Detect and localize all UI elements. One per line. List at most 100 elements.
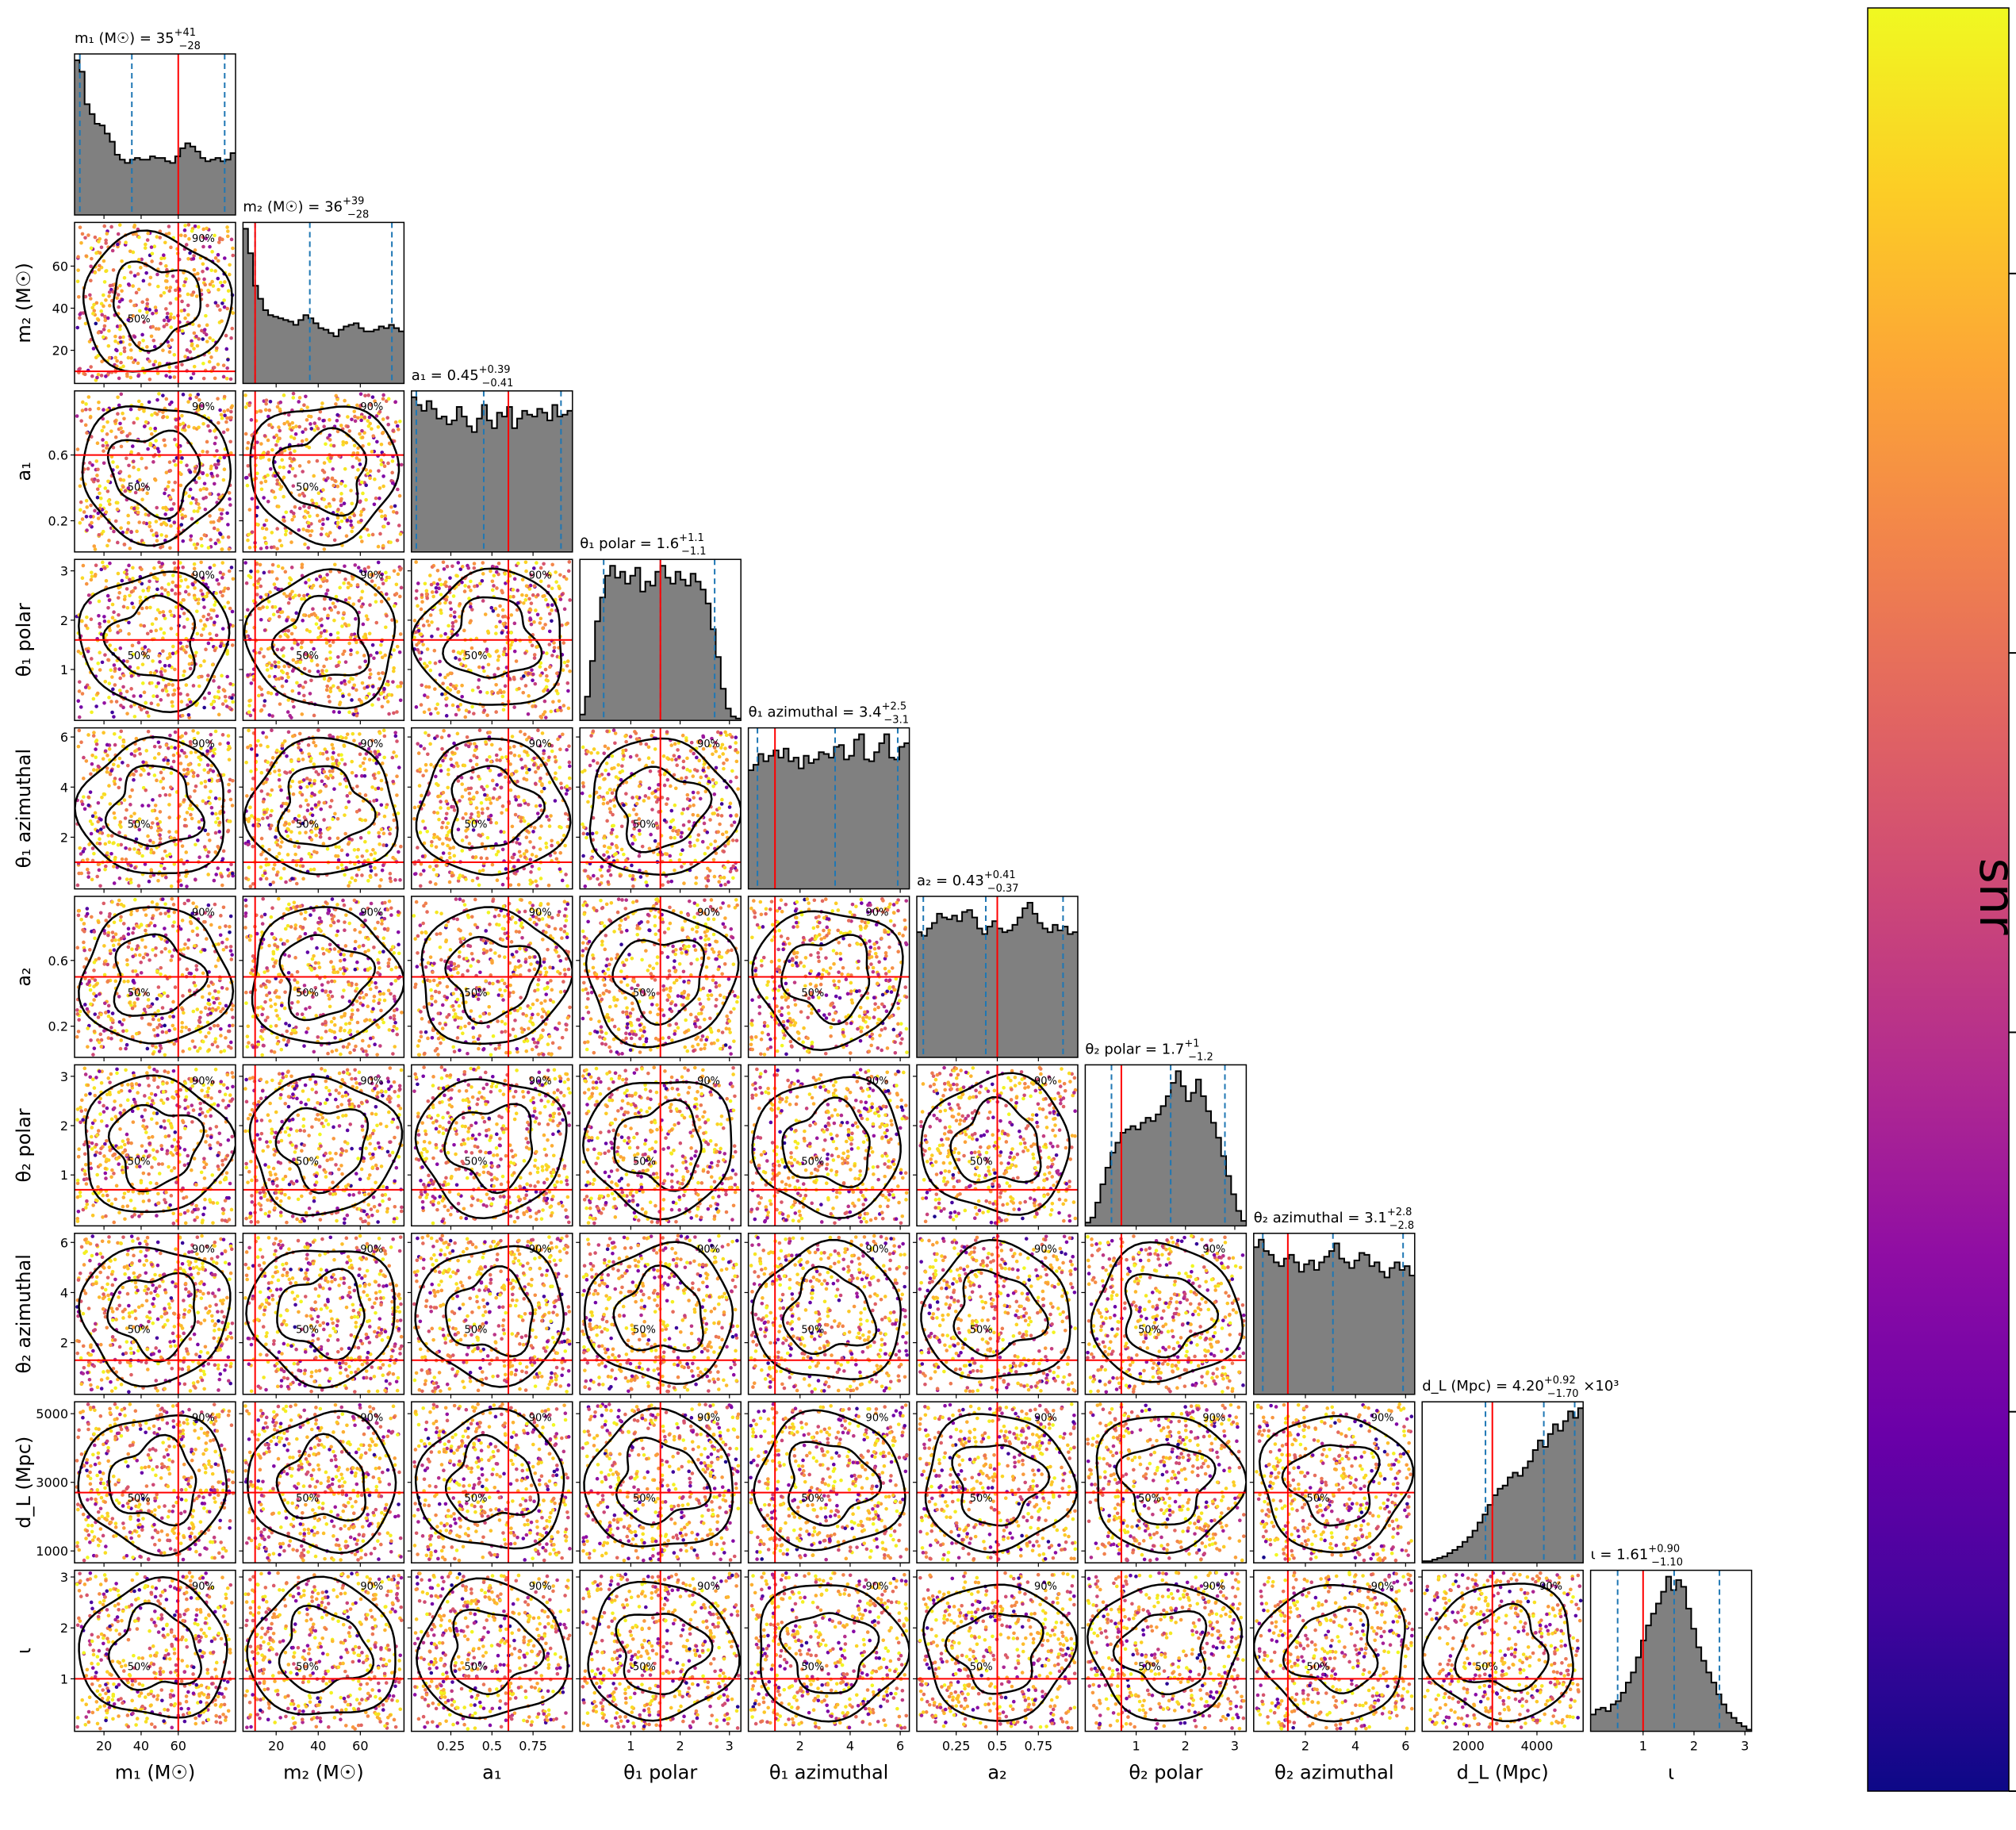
sample-point xyxy=(119,526,123,530)
sample-point xyxy=(169,246,173,250)
sample-point xyxy=(335,665,339,669)
sample-point xyxy=(145,298,149,302)
sample-point xyxy=(283,632,287,636)
sample-point xyxy=(477,678,481,682)
sample-point xyxy=(126,514,130,518)
sample-point xyxy=(492,584,496,588)
panel-frame xyxy=(75,391,236,552)
sample-point xyxy=(359,535,363,539)
sample-point xyxy=(128,265,132,269)
sample-point xyxy=(364,793,368,797)
sample-point xyxy=(501,883,505,887)
sample-point xyxy=(273,863,277,867)
sample-point xyxy=(146,232,150,236)
sample-point xyxy=(469,800,473,804)
sample-point xyxy=(103,280,107,284)
sample-point xyxy=(119,704,123,708)
sample-point xyxy=(94,322,98,326)
sample-point xyxy=(370,869,374,873)
sample-point xyxy=(469,619,473,623)
sample-point xyxy=(501,608,505,612)
sample-point xyxy=(381,397,385,401)
sample-point xyxy=(98,625,102,629)
sample-point xyxy=(308,514,312,518)
sample-point xyxy=(117,377,121,381)
sample-point xyxy=(184,590,188,594)
sample-point xyxy=(183,224,187,228)
sample-point xyxy=(291,596,295,600)
sample-point xyxy=(480,801,484,805)
sample-point xyxy=(91,846,95,850)
sample-point xyxy=(78,846,82,850)
sample-point xyxy=(293,505,297,509)
sample-point xyxy=(173,746,177,750)
sample-point xyxy=(366,472,370,476)
sample-point xyxy=(102,305,105,309)
sample-point xyxy=(209,472,213,476)
sample-point xyxy=(197,502,201,506)
sample-point xyxy=(168,350,172,354)
sample-point xyxy=(190,517,194,521)
sample-point xyxy=(214,542,218,546)
sample-point xyxy=(208,492,212,496)
sample-point xyxy=(343,813,347,817)
sample-point xyxy=(166,312,170,316)
contour-label-90: 90% xyxy=(192,401,215,413)
sample-point xyxy=(205,304,209,308)
sample-point xyxy=(420,794,424,798)
sample-point xyxy=(398,494,402,498)
sample-point xyxy=(291,484,295,488)
sample-point xyxy=(470,646,474,650)
sample-point xyxy=(289,593,293,597)
sample-point xyxy=(201,422,205,426)
sample-point xyxy=(183,515,187,519)
sample-point xyxy=(148,427,152,431)
sample-point xyxy=(430,583,434,587)
sample-point xyxy=(325,750,329,754)
sample-point xyxy=(519,730,523,734)
sample-point xyxy=(79,484,82,488)
sample-point xyxy=(368,676,372,680)
scatter-panel-theta1_azimuthal-vs-a1: 90%50% xyxy=(408,728,573,893)
sample-point xyxy=(307,578,311,582)
sample-point xyxy=(567,570,571,574)
sample-point xyxy=(374,851,378,855)
sample-point xyxy=(381,431,385,435)
sample-point xyxy=(179,233,183,237)
sample-point xyxy=(140,804,144,808)
sample-point xyxy=(349,648,353,652)
sample-point xyxy=(531,593,535,597)
sample-point xyxy=(167,803,171,807)
sample-point xyxy=(455,746,459,750)
sample-point xyxy=(202,278,206,282)
sample-point xyxy=(85,499,89,503)
sample-point xyxy=(386,522,390,526)
sample-point xyxy=(333,812,337,816)
sample-point xyxy=(326,517,330,521)
sample-point xyxy=(527,712,531,716)
sample-point xyxy=(532,620,536,624)
sample-point xyxy=(542,787,546,791)
sample-point xyxy=(214,812,218,816)
sample-point xyxy=(351,677,355,681)
sample-point xyxy=(304,681,308,685)
sample-point xyxy=(264,542,268,546)
sample-point xyxy=(246,484,250,488)
hist-panel-m2: m₂ (M☉) = 36+39−28 xyxy=(243,195,404,387)
sample-point xyxy=(123,543,127,547)
sample-point xyxy=(456,690,460,694)
sample-point xyxy=(416,846,420,850)
sample-point xyxy=(504,867,508,871)
sample-point xyxy=(362,508,366,512)
sample-point xyxy=(231,804,235,808)
sample-point xyxy=(565,577,569,581)
sample-point xyxy=(165,689,169,693)
sample-point xyxy=(155,539,159,543)
sample-point xyxy=(355,714,359,718)
sample-point xyxy=(131,284,135,288)
sample-point xyxy=(105,851,109,855)
sample-point xyxy=(548,781,552,785)
sample-point xyxy=(158,833,162,837)
sample-point xyxy=(481,572,485,576)
sample-point xyxy=(399,698,403,702)
